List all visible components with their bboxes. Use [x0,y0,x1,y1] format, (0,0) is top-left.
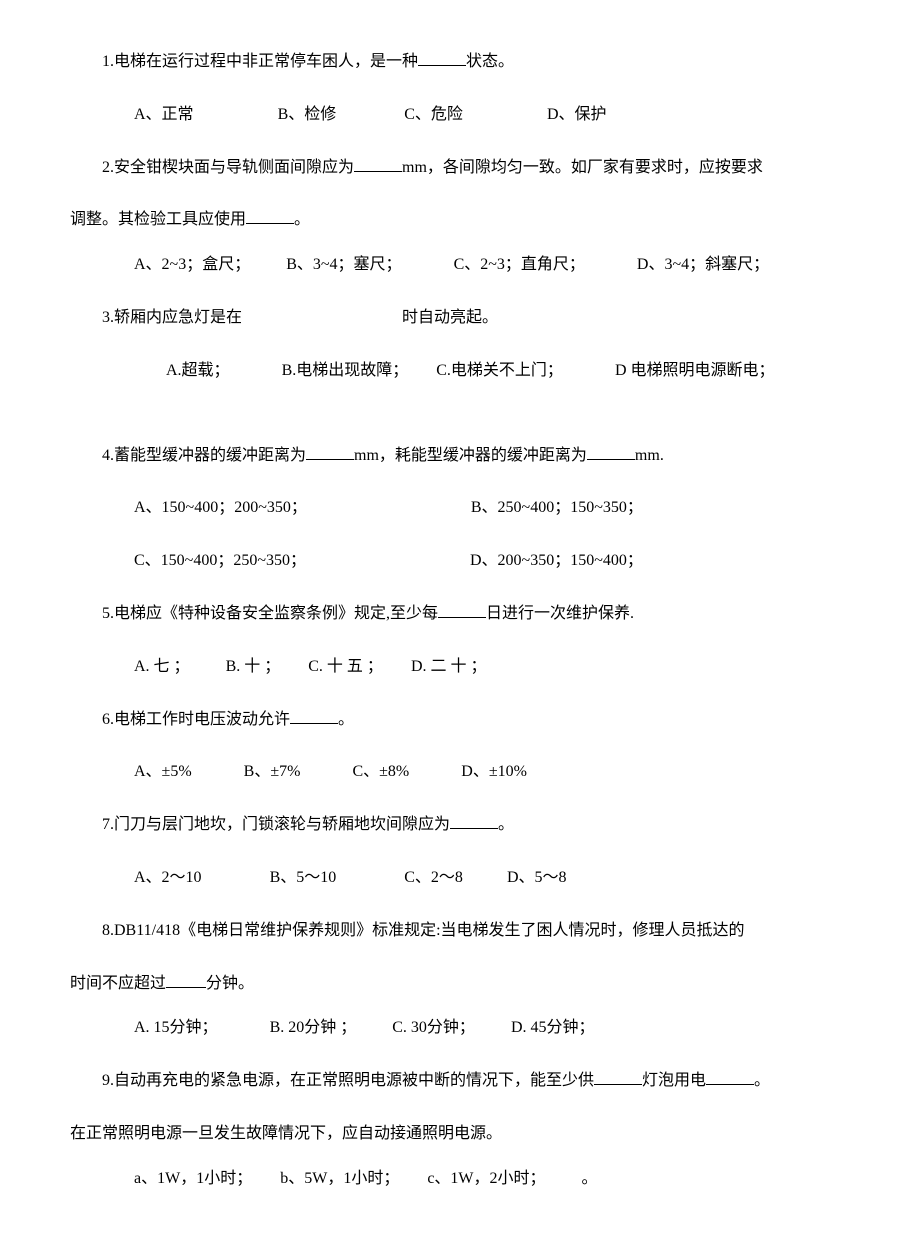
q2-line2-before: 调整。其检验工具应使用 [70,211,246,228]
q7-text-before: 7.门刀与层门地坎，门锁滚轮与轿厢地坎间隙应为 [102,816,450,833]
question-1: 1.电梯在运行过程中非正常停车困人，是一种 状态。 [70,40,850,85]
q6-opt-d: D、±10% [461,750,527,795]
q7-opt-a: A、2～10 [134,856,202,901]
q9-line2: 在正常照明电源一旦发生故障情况下，应自动接通照明电源。 [70,1112,850,1157]
q6-opt-b: B、±7% [244,750,301,795]
blank [306,443,354,460]
q3-opt-a: A.超载； [166,349,230,394]
q9-text-after: 。 [754,1072,770,1089]
q6-opt-a: A、±5% [134,750,192,795]
q3-opt-c: C.电梯关不上门； [436,349,563,394]
q2-text-before: 2.安全钳楔块面与导轨侧面间隙应为 [102,159,354,176]
q8-opt-b: B. 20分钟 ； [270,1006,357,1051]
blank [450,812,498,829]
q7-opt-d: D、5～8 [507,856,567,901]
q7-options: A、2～10 B、5～10 C、2～8 D、5～8 [70,856,850,901]
q8-opt-a: A. 15分钟； [134,1006,218,1051]
question-6: 6.电梯工作时电压波动允许 。 [70,698,850,743]
blank [594,1068,642,1085]
q7-opt-c: C、2～8 [404,856,463,901]
q9-line2-text: 在正常照明电源一旦发生故障情况下，应自动接通照明电源。 [70,1125,502,1142]
q5-text-after: 日进行一次维护保养. [486,605,634,622]
blank [418,49,466,66]
blank [354,155,402,172]
q9-opt-b: b、5W，1小时； [280,1157,399,1202]
q7-opt-b: B、5～10 [270,856,337,901]
q8-line2-after: 分钟。 [206,975,254,992]
q2-options: A、2~3；盒尺； B、3~4；塞尺； C、2~3；直角尺； D、3~4；斜塞尺… [70,243,850,288]
q5-opt-b: B. 十 ； [226,645,281,690]
q9-text-mid: 灯泡用电 [642,1072,706,1089]
question-4: 4.蓄能型缓冲器的缓冲距离为 mm，耗能型缓冲器的缓冲距离为 mm. [70,434,850,479]
q9-text-before: 9.自动再充电的紧急电源，在正常照明电源被中断的情况下，能至少供 [102,1072,594,1089]
q8-options: A. 15分钟； B. 20分钟 ； C. 30分钟； D. 45分钟； [70,1006,850,1051]
q2-opt-c: C、2~3；直角尺； [454,243,585,288]
q6-text-before: 6.电梯工作时电压波动允许 [102,711,290,728]
question-2: 2.安全钳楔块面与导轨侧面间隙应为 mm，各间隙均匀一致。如厂家有要求时，应按要求 [70,146,850,191]
q8-line2: 时间不应超过 分钟。 [70,962,850,1007]
q4-text-mid: mm，耗能型缓冲器的缓冲距离为 [354,447,587,464]
blank [438,601,486,618]
q5-opt-a: A. 七 ； [134,645,190,690]
blank [246,207,294,224]
q5-opt-d: D. 二 十 ； [411,645,487,690]
q3-options: A.超载； B.电梯出现故障； C.电梯关不上门； D 电梯照明电源断电； [70,349,850,394]
q8-opt-d: D. 45分钟； [511,1006,595,1051]
q4-text-before: 4.蓄能型缓冲器的缓冲距离为 [102,447,306,464]
q1-opt-c: C、危险 [404,93,463,138]
q3-text-before: 3.轿厢内应急灯是在 [102,309,242,326]
blank [706,1068,754,1085]
blank [166,971,206,988]
q4-opt-b: B、250~400；150~350； [471,486,643,531]
q8-opt-c: C. 30分钟； [392,1006,475,1051]
q5-text-before: 5.电梯应《特种设备安全监察条例》规定,至少每 [102,605,438,622]
q9-options: a、1W，1小时； b、5W，1小时； c、1W，2小时； 。 [70,1157,850,1202]
q9-opt-c: c、1W，2小时； [427,1157,545,1202]
q4-options-row1: A、150~400；200~350； B、250~400；150~350； [70,486,850,531]
q2-opt-d: D、3~4；斜塞尺； [637,243,769,288]
blank [587,443,635,460]
q1-opt-b: B、检修 [278,93,337,138]
q6-opt-c: C、±8% [352,750,409,795]
q1-opt-a: A、正常 [134,93,194,138]
question-8: 8.DB11/418《电梯日常维护保养规则》标准规定:当电梯发生了困人情况时，修… [70,909,850,954]
q5-opt-c: C. 十 五 ； [308,645,383,690]
q4-opt-c: C、150~400；250~350； [134,539,306,584]
q1-text-before: 1.电梯在运行过程中非正常停车困人，是一种 [102,53,418,70]
q8-text: 8.DB11/418《电梯日常维护保养规则》标准规定:当电梯发生了困人情况时，修… [102,922,745,939]
q2-opt-b: B、3~4；塞尺； [286,243,401,288]
q2-line2: 调整。其检验工具应使用 。 [70,198,850,243]
q4-text-after: mm. [635,447,664,464]
question-5: 5.电梯应《特种设备安全监察条例》规定,至少每 日进行一次维护保养. [70,592,850,637]
blank [290,707,338,724]
q2-text-mid: mm，各间隙均匀一致。如厂家有要求时，应按要求 [402,159,763,176]
q7-text-after: 。 [498,816,514,833]
q2-line2-after: 。 [294,211,310,228]
q1-opt-d: D、保护 [547,93,607,138]
question-7: 7.门刀与层门地坎，门锁滚轮与轿厢地坎间隙应为 。 [70,803,850,848]
q8-line2-before: 时间不应超过 [70,975,166,992]
question-3: 3.轿厢内应急灯是在 时自动亮起。 [70,296,850,341]
q2-opt-a: A、2~3；盒尺； [134,243,250,288]
q3-opt-b: B.电梯出现故障； [282,349,409,394]
q3-opt-d: D 电梯照明电源断电； [615,349,775,394]
q9-opt-a: a、1W，1小时； [134,1157,252,1202]
q6-options: A、±5% B、±7% C、±8% D、±10% [70,750,850,795]
q1-options: A、正常 B、检修 C、危险 D、保护 [70,93,850,138]
q6-text-after: 。 [338,711,354,728]
q3-text-after: 时自动亮起。 [402,309,498,326]
q5-options: A. 七 ； B. 十 ； C. 十 五 ； D. 二 十 ； [70,645,850,690]
q4-opt-a: A、150~400；200~350； [134,486,307,531]
q4-options-row2: C、150~400；250~350； D、200~350；150~400； [70,539,850,584]
q9-opt-d: 。 [582,1157,598,1202]
q4-opt-d: D、200~350；150~400； [470,539,643,584]
q1-text-after: 状态。 [466,53,514,70]
question-9: 9.自动再充电的紧急电源，在正常照明电源被中断的情况下，能至少供 灯泡用电 。 [70,1059,850,1104]
